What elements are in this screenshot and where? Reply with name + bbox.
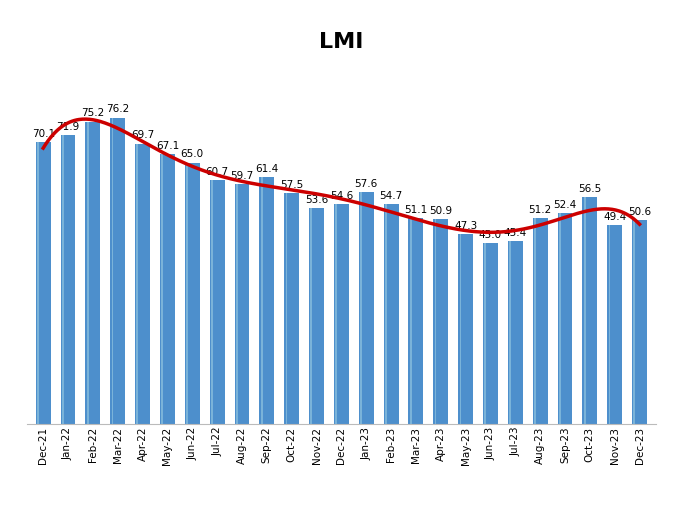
Text: 51.1: 51.1: [404, 205, 427, 215]
Text: 60.7: 60.7: [206, 166, 228, 177]
Bar: [260, 177, 274, 424]
Text: 56.5: 56.5: [578, 184, 602, 193]
Text: 54.6: 54.6: [330, 191, 353, 201]
Bar: [162, 154, 163, 424]
Bar: [211, 180, 213, 424]
Bar: [607, 225, 622, 424]
Text: 57.5: 57.5: [280, 179, 304, 190]
Bar: [410, 219, 412, 424]
Bar: [62, 135, 64, 424]
Bar: [85, 121, 100, 424]
Text: 69.7: 69.7: [131, 130, 154, 141]
Bar: [210, 180, 224, 424]
Bar: [485, 243, 486, 424]
Title: LMI: LMI: [319, 32, 364, 52]
Bar: [61, 135, 76, 424]
Bar: [584, 197, 585, 424]
Bar: [186, 162, 188, 424]
Text: 54.7: 54.7: [379, 191, 403, 201]
Bar: [508, 241, 523, 424]
Text: 45.0: 45.0: [479, 230, 502, 240]
Bar: [112, 117, 114, 424]
Text: 45.4: 45.4: [504, 228, 527, 238]
Bar: [385, 204, 387, 424]
Bar: [383, 204, 399, 424]
Bar: [433, 219, 448, 424]
Text: 57.6: 57.6: [355, 179, 378, 189]
Bar: [310, 208, 312, 424]
Bar: [483, 243, 498, 424]
Bar: [137, 144, 139, 424]
Bar: [36, 142, 51, 424]
Text: 70.1: 70.1: [32, 129, 55, 139]
Text: 59.7: 59.7: [231, 171, 254, 180]
Bar: [533, 218, 548, 424]
Text: 50.6: 50.6: [628, 207, 651, 217]
Bar: [261, 177, 262, 424]
Text: 76.2: 76.2: [106, 104, 129, 114]
Bar: [335, 204, 337, 424]
Bar: [509, 241, 511, 424]
Bar: [458, 234, 473, 424]
Bar: [360, 192, 362, 424]
Bar: [285, 193, 287, 424]
Bar: [608, 225, 610, 424]
Bar: [534, 218, 536, 424]
Bar: [408, 219, 423, 424]
Bar: [460, 234, 461, 424]
Bar: [633, 220, 635, 424]
Bar: [632, 220, 647, 424]
Bar: [583, 197, 598, 424]
Text: 61.4: 61.4: [256, 164, 279, 174]
Text: 65.0: 65.0: [180, 149, 204, 159]
Bar: [185, 162, 199, 424]
Text: 47.3: 47.3: [454, 221, 477, 231]
Text: 67.1: 67.1: [155, 141, 179, 151]
Bar: [236, 184, 238, 424]
Bar: [110, 117, 125, 424]
Bar: [235, 184, 249, 424]
Text: 49.4: 49.4: [603, 212, 627, 222]
Bar: [435, 219, 437, 424]
Bar: [309, 208, 324, 424]
Text: 71.9: 71.9: [56, 121, 80, 132]
Text: 50.9: 50.9: [429, 206, 452, 216]
Bar: [359, 192, 374, 424]
Text: 51.2: 51.2: [529, 205, 552, 215]
Bar: [558, 213, 573, 424]
Bar: [284, 193, 299, 424]
Bar: [135, 144, 150, 424]
Bar: [334, 204, 349, 424]
Bar: [87, 121, 89, 424]
Text: 75.2: 75.2: [81, 109, 105, 118]
Text: 52.4: 52.4: [554, 200, 577, 210]
Bar: [559, 213, 560, 424]
Text: 53.6: 53.6: [305, 195, 328, 205]
Bar: [37, 142, 39, 424]
Bar: [160, 154, 175, 424]
